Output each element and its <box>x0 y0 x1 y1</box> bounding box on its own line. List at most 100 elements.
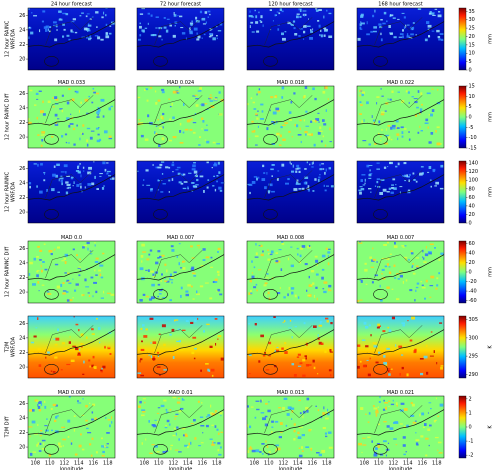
map-speckle <box>62 438 66 441</box>
map-speckle <box>360 407 364 410</box>
map-speckle <box>61 135 64 138</box>
map-speckle <box>296 435 298 437</box>
map-speckle <box>429 424 432 427</box>
map-speckle <box>364 178 366 182</box>
map-speckle <box>259 244 263 247</box>
map-speckle <box>86 112 89 114</box>
map-speckle <box>155 16 159 18</box>
map-speckle <box>372 405 375 407</box>
map-speckle <box>396 273 401 275</box>
map-speckle <box>256 93 258 96</box>
colorbar-tick-label: -60 <box>469 298 477 304</box>
colorbar-tick-label: 120 <box>469 169 479 175</box>
map-speckle <box>361 120 363 124</box>
map-speckle <box>177 172 181 175</box>
map-speckle <box>161 137 165 141</box>
map-speckle <box>280 422 283 425</box>
map-speckle <box>110 178 112 180</box>
map-speckle <box>254 323 257 326</box>
map-speckle <box>290 101 293 104</box>
map-speckle <box>102 365 106 369</box>
map-speckle <box>368 143 371 146</box>
map-speckle <box>266 172 268 175</box>
map-speckle <box>296 356 300 358</box>
map-speckle <box>200 265 205 267</box>
map-speckle <box>430 132 434 135</box>
map-speckle <box>426 92 431 95</box>
map-speckle <box>220 446 222 449</box>
map-speckle <box>169 24 172 27</box>
y-tick-label: 20 <box>19 57 25 63</box>
map-speckle <box>363 119 365 122</box>
map-speckle <box>310 270 315 273</box>
map-speckle <box>268 401 270 403</box>
map-speckle <box>411 96 414 98</box>
map-speckle <box>111 416 113 419</box>
map-speckle <box>405 279 408 282</box>
map-speckle <box>59 445 62 448</box>
map-speckle <box>198 445 201 447</box>
colorbar-unit: mm <box>488 112 494 122</box>
map-speckle <box>287 21 291 25</box>
map-speckle <box>218 171 221 174</box>
map-speckle <box>318 9 322 11</box>
map-speckle <box>370 30 373 33</box>
map-speckle <box>47 351 50 354</box>
map-speckle <box>386 241 389 244</box>
map-speckle <box>260 399 262 403</box>
island <box>153 289 168 300</box>
map-speckle <box>374 9 376 13</box>
map-speckle <box>395 344 397 347</box>
map-speckle <box>368 188 372 190</box>
map-speckle <box>104 168 107 172</box>
map-speckle <box>143 179 145 181</box>
map-speckle <box>427 28 430 31</box>
map-speckle <box>376 261 378 263</box>
map-speckle <box>304 86 308 89</box>
map-speckle <box>142 410 146 413</box>
map-speckle <box>299 119 302 122</box>
map-speckle <box>305 357 307 360</box>
x-tick-label: 118 <box>322 461 332 467</box>
y-tick-label: 24 <box>19 180 25 186</box>
map-speckle <box>218 453 222 456</box>
row-label: 12 hour RAINNC <box>5 171 11 212</box>
map-speckle <box>315 9 319 12</box>
map-speckle <box>313 325 317 328</box>
map-speckle <box>30 352 34 354</box>
colorbar-tick-label: 0 <box>469 425 472 431</box>
map-speckle <box>174 418 176 420</box>
map-speckle <box>439 187 444 190</box>
map-speckle <box>209 33 213 36</box>
map-speckle <box>80 174 82 178</box>
map-speckle <box>401 131 404 134</box>
map-speckle <box>54 263 59 266</box>
map-speckle <box>148 420 150 423</box>
map-speckle <box>73 428 76 432</box>
map-speckle <box>248 373 251 375</box>
map-panel <box>136 315 225 379</box>
map-speckle <box>329 289 332 292</box>
map-speckle <box>408 258 410 261</box>
map-speckle <box>373 453 378 457</box>
colorbar <box>458 240 467 304</box>
map-speckle <box>361 22 365 25</box>
colorbar-tick-label: 60 <box>469 195 475 201</box>
map-speckle <box>251 449 256 453</box>
map-speckle <box>139 400 142 404</box>
map-speckle <box>415 180 418 183</box>
coastline <box>27 329 116 356</box>
map-speckle <box>139 25 142 29</box>
map-speckle <box>158 127 163 130</box>
map-speckle <box>33 163 37 165</box>
colorbar-tick-label: 35 <box>469 9 475 15</box>
map-speckle <box>53 21 57 24</box>
map-speckle <box>180 295 182 298</box>
map-speckle <box>39 249 43 252</box>
panel-frame <box>356 85 445 149</box>
map-speckle <box>216 270 220 273</box>
map-speckle <box>297 134 302 136</box>
map-speckle <box>105 14 107 17</box>
map-speckle <box>294 326 297 328</box>
map-speckle <box>101 187 105 190</box>
